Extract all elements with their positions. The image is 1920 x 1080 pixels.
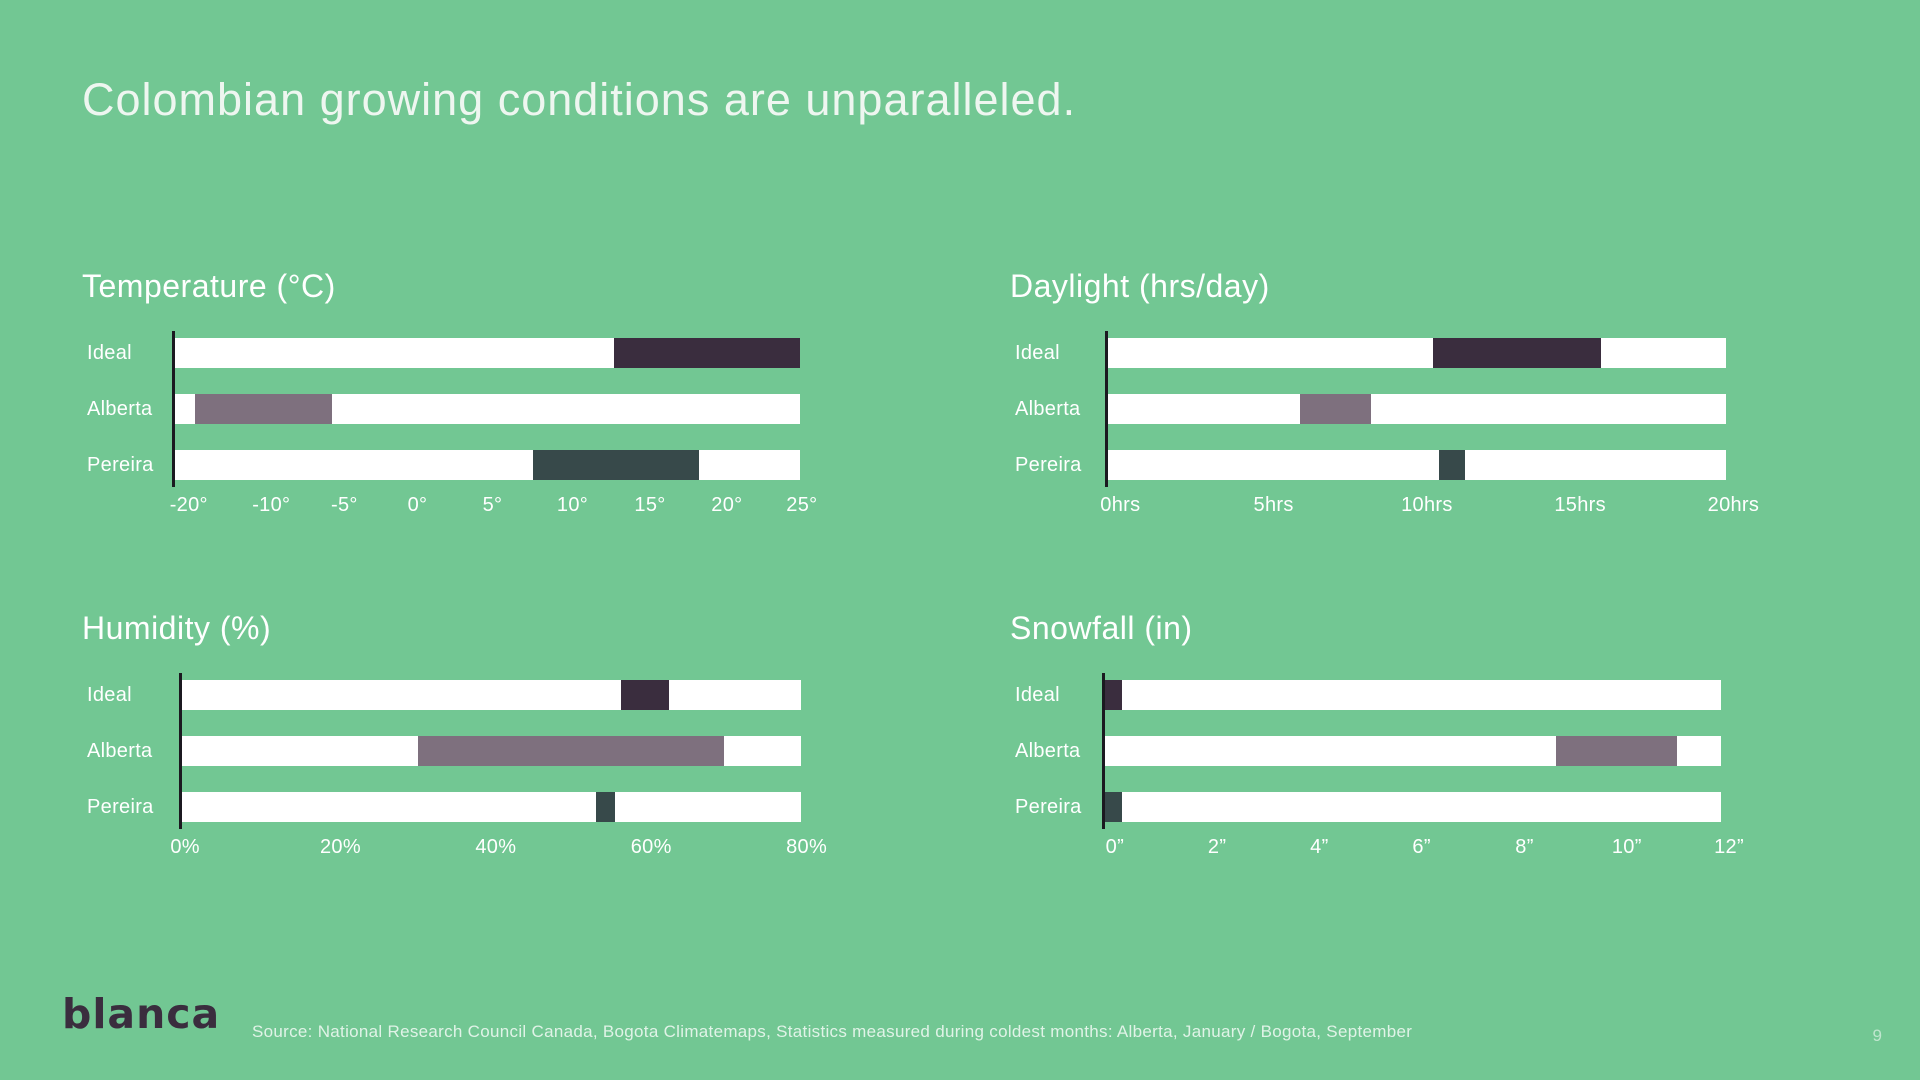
range-segment [417,736,724,766]
range-segment [533,450,699,480]
x-axis-tick: 80% [786,836,828,858]
x-axis-tick: 25° [786,494,818,516]
x-axis-tick: 2” [1207,836,1227,858]
x-axis-tick: 20° [711,494,743,516]
y-axis-line [1102,673,1105,829]
row-label: Pereira [1015,454,1082,476]
page-number: 9 [1872,1026,1882,1045]
source-note: Source: National Research Council Canada… [252,1022,1413,1041]
chart-rows: Ideal Alberta Pereira [1010,673,1721,829]
range-segment [1300,394,1371,424]
chart-rows: Ideal Alberta Pereira [82,673,801,829]
x-axis-tick: -20° [169,494,208,516]
bar-track [1108,450,1726,480]
chart-row-pereira: Pereira [82,450,800,480]
x-axis-tick: 0” [1105,836,1125,858]
bar-track [175,450,800,480]
range-segment [613,338,800,368]
chart-row-pereira: Pereira [82,792,801,822]
bar-track [1108,338,1726,368]
chart-rows: Ideal Alberta Pereira [82,331,800,487]
x-axis-labels: 0” 2” 4” 6” 8” 10” 12” [1105,836,1744,862]
y-axis-line [172,331,175,487]
row-label: Alberta [1015,398,1081,420]
row-label: Ideal [87,342,132,364]
chart-daylight: Daylight (hrs/day) Ideal Alberta Pereira 0hr… [1010,268,1759,520]
chart-row-pereira: Pereira [1010,450,1726,480]
x-axis-tick: 60% [630,836,672,858]
range-segment [1555,736,1677,766]
bar-track [175,394,800,424]
x-axis-tick: 10hrs [1401,494,1453,516]
row-label: Pereira [87,796,154,818]
x-axis-labels: 0hrs 5hrs 10hrs 15hrs 20hrs [1100,494,1759,520]
row-label: Pereira [1015,796,1082,818]
bar-track [182,680,801,710]
range-segment [1105,792,1123,822]
bar-track [1105,680,1721,710]
x-axis-tick: 10° [556,494,589,516]
range-segment [1105,680,1123,710]
range-segment [596,792,616,822]
chart-title: Snowfall (in) [1010,610,1193,646]
chart-row-alberta: Alberta [1010,394,1726,424]
chart-row-alberta: Alberta [82,394,800,424]
x-axis-tick: 5hrs [1253,494,1294,516]
x-axis-tick: 15° [634,494,666,516]
x-axis-tick: 20% [319,836,361,858]
chart-row-ideal: Ideal [1010,680,1721,710]
x-axis-tick: 10” [1611,836,1642,858]
bar-track [182,736,801,766]
x-axis-tick: 40% [475,836,517,858]
row-label: Ideal [1015,342,1060,364]
chart-title: Daylight (hrs/day) [1010,268,1270,304]
x-axis-tick: 0% [170,836,200,858]
chart-row-pereira: Pereira [1010,792,1721,822]
chart-title: Humidity (%) [82,610,272,646]
x-axis-tick: -5° [331,494,358,516]
bar-track [1108,394,1726,424]
bar-track [182,792,801,822]
chart-temperature: Temperature (°C) Ideal Alberta Pereira -20° -… [82,268,817,520]
row-label: Ideal [1015,684,1060,706]
x-axis-labels: -20° -10° -5° 0° 5° 10° 15° 20° 25° [170,494,817,520]
chart-row-ideal: Ideal [82,680,801,710]
row-label: Ideal [87,684,132,706]
x-axis-tick: 4” [1310,836,1329,858]
chart-row-alberta: Alberta [82,736,801,766]
y-axis-line [1105,331,1108,487]
chart-title: Temperature (°C) [82,268,336,304]
x-axis-tick: -10° [252,494,291,516]
bar-track [1105,792,1721,822]
chart-rows: Ideal Alberta Pereira [1010,331,1726,487]
row-label: Pereira [87,454,154,476]
bar-track [175,338,800,368]
range-segment [1433,338,1602,368]
x-axis-tick: 6” [1412,836,1431,858]
x-axis-tick: 0° [407,494,428,516]
x-axis-tick: 15hrs [1554,494,1606,516]
range-segment [1438,450,1465,480]
x-axis-tick: 5° [482,494,503,516]
row-label: Alberta [87,740,153,762]
x-axis-tick: 8” [1515,836,1534,858]
chart-snowfall: Snowfall (in) Ideal Alberta Pereira 0” 2” 4” 6”… [1010,610,1744,862]
x-axis-tick: 12” [1714,836,1744,858]
x-axis-labels: 0% 20% 40% 60% 80% [170,836,826,862]
x-axis-tick: 0hrs [1100,494,1141,516]
y-axis-line [179,673,182,829]
x-axis-tick: 20hrs [1707,494,1760,516]
chart-row-ideal: Ideal [82,338,800,368]
row-label: Alberta [1015,740,1081,762]
brand-logo: blanca [62,990,221,1038]
row-label: Alberta [87,398,153,420]
chart-row-alberta: Alberta [1010,736,1721,766]
range-segment [195,394,332,424]
bar-track [1105,736,1721,766]
slide-title: Colombian growing conditions are unparal… [82,74,1077,125]
range-segment [621,680,669,710]
chart-humidity: Humidity (%) Ideal Alberta Pereira 0% 20% 40% 6… [82,610,827,862]
chart-row-ideal: Ideal [1010,338,1726,368]
